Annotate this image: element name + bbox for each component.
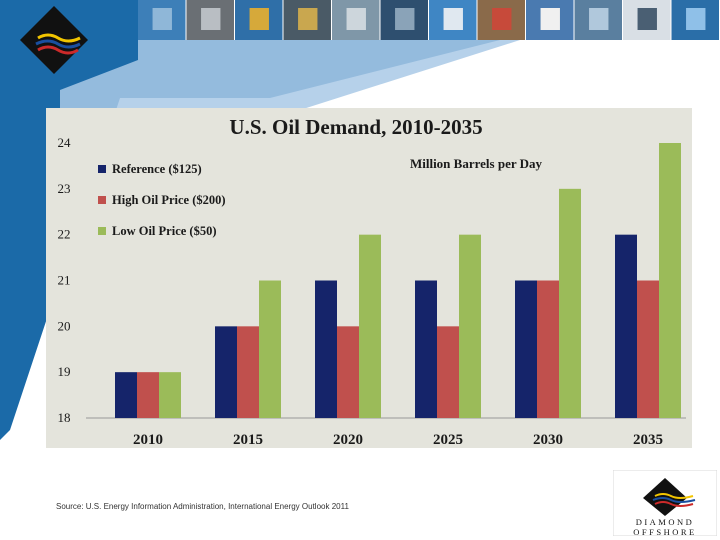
bar bbox=[537, 280, 559, 418]
bar bbox=[415, 280, 437, 418]
photo-strip bbox=[138, 0, 719, 40]
source-note: Source: U.S. Energy Information Administ… bbox=[56, 502, 349, 511]
bar bbox=[137, 372, 159, 418]
y-tick-label: 18 bbox=[58, 410, 71, 425]
y-tick-label: 21 bbox=[58, 273, 71, 288]
bar bbox=[437, 326, 459, 418]
rig-photo bbox=[526, 0, 574, 40]
rig-photo bbox=[283, 0, 331, 40]
bar bbox=[237, 326, 259, 418]
bar bbox=[615, 234, 637, 418]
bar bbox=[215, 326, 237, 418]
bar bbox=[559, 188, 581, 418]
x-tick-label: 2035 bbox=[633, 432, 663, 448]
bar bbox=[337, 326, 359, 418]
legend-label: Reference ($125) bbox=[112, 162, 202, 176]
x-tick-label: 2030 bbox=[533, 432, 563, 448]
y-axis: 18 19 20 21 22 23 24 bbox=[58, 135, 686, 425]
y-tick-label: 20 bbox=[58, 318, 71, 333]
rig-photo bbox=[429, 0, 477, 40]
diamond-offshore-logo-icon bbox=[20, 6, 88, 74]
legend: Reference ($125) High Oil Price ($200) Low… bbox=[98, 162, 226, 238]
bars-group bbox=[115, 143, 681, 418]
chart-title: U.S. Oil Demand, 2010-2035 bbox=[229, 115, 482, 139]
y-tick-label: 23 bbox=[58, 181, 71, 196]
rig-photo bbox=[138, 0, 186, 40]
rig-photo bbox=[186, 0, 234, 40]
oil-demand-chart: U.S. Oil Demand, 2010-2035 Million Barre… bbox=[46, 108, 692, 448]
legend-swatch bbox=[98, 227, 106, 235]
legend-swatch bbox=[98, 165, 106, 173]
rig-photo bbox=[380, 0, 428, 40]
chart-annotation: Million Barrels per Day bbox=[410, 156, 543, 171]
bar bbox=[459, 234, 481, 418]
rig-photo bbox=[235, 0, 283, 40]
x-axis: 2010 2015 2020 2025 2030 2035 bbox=[133, 432, 663, 448]
x-tick-label: 2015 bbox=[233, 432, 263, 448]
logo-wordmark-line1: DIAMOND bbox=[635, 517, 695, 527]
y-tick-label: 19 bbox=[58, 364, 71, 379]
x-tick-label: 2010 bbox=[133, 432, 163, 448]
diamond-offshore-logo-small-icon bbox=[613, 470, 717, 536]
logo-wordmark-line2: OFFSHORE bbox=[633, 527, 697, 537]
bar bbox=[637, 280, 659, 418]
bar bbox=[115, 372, 137, 418]
light-blue-swoosh bbox=[60, 40, 520, 110]
bar bbox=[515, 280, 537, 418]
rig-photo bbox=[623, 0, 671, 40]
y-tick-label: 22 bbox=[58, 227, 71, 242]
legend-swatch bbox=[98, 196, 106, 204]
legend-label: Low Oil Price ($50) bbox=[112, 224, 217, 238]
legend-label: High Oil Price ($200) bbox=[112, 193, 226, 207]
rig-photo bbox=[332, 0, 380, 40]
y-tick-label: 24 bbox=[58, 135, 72, 150]
x-tick-label: 2025 bbox=[433, 432, 463, 448]
bar bbox=[659, 143, 681, 418]
rig-photo bbox=[574, 0, 622, 40]
bar bbox=[159, 372, 181, 418]
bar bbox=[259, 280, 281, 418]
rig-photo bbox=[671, 0, 719, 40]
bar bbox=[359, 234, 381, 418]
logo-wordmark: DIAMOND OFFSHORE bbox=[617, 517, 713, 537]
rig-photo bbox=[477, 0, 525, 40]
x-tick-label: 2020 bbox=[333, 432, 363, 448]
bar bbox=[315, 280, 337, 418]
